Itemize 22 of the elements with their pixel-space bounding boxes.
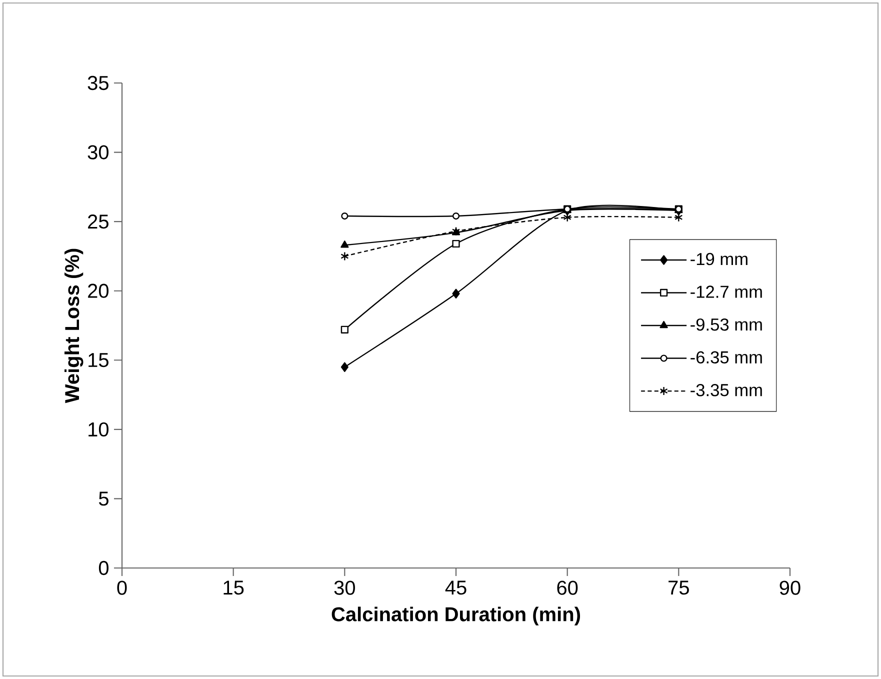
y-axis-title: Weight Loss (%) [64, 248, 84, 404]
x-tick-label: 45 [445, 580, 466, 595]
x-tick-label: 0 [117, 580, 127, 595]
y-tick-label: 35 [88, 76, 108, 90]
x-tick-label: 30 [334, 580, 355, 595]
legend-label: -9.53 mm [690, 318, 762, 331]
y-tick-label: 0 [98, 560, 108, 576]
y-tick-label: 10 [88, 422, 108, 437]
y-tick-label: 30 [88, 145, 108, 160]
legend-label: -12.7 mm [690, 286, 762, 298]
x-tick-label: 75 [668, 580, 689, 595]
y-tick-label: 20 [88, 284, 108, 298]
legend-label: -6.35 mm [690, 351, 762, 364]
y-tick-label: 15 [88, 353, 108, 368]
legend-label: -19 mm [690, 252, 748, 266]
y-tick-label: 5 [98, 492, 108, 506]
x-tick-label: 15 [224, 580, 244, 595]
x-tick-label: 60 [557, 580, 578, 595]
y-tick-label: 25 [88, 214, 108, 229]
x-axis-title: Calcination Duration (min) [332, 606, 580, 626]
x-tick-label: 90 [780, 580, 800, 595]
legend-label: -3.35 mm [690, 384, 762, 396]
